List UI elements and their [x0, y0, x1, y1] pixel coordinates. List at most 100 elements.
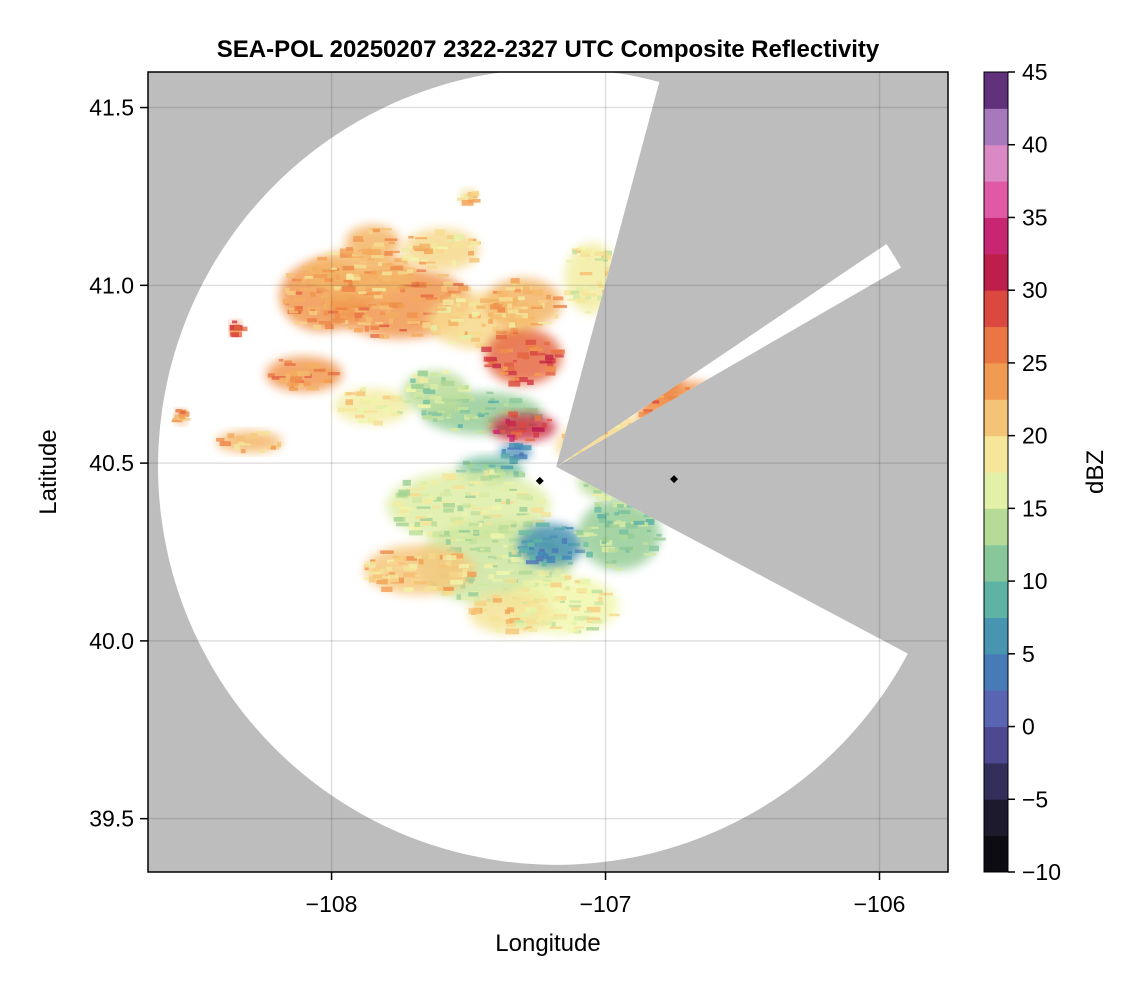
echo-speckle [565, 527, 574, 530]
echo-speckle [259, 449, 265, 453]
echo-speckle [608, 548, 618, 552]
echo-speckle [468, 244, 473, 249]
echo-speckle [417, 371, 429, 375]
echo-speckle [419, 261, 427, 265]
echo-speckle [427, 266, 437, 269]
echo-speckle [370, 334, 384, 338]
echo-speckle [278, 358, 284, 362]
echo-speckle [530, 608, 536, 615]
echo-speckle [232, 320, 238, 324]
echo-speckle [491, 564, 498, 568]
echo-speckle [402, 479, 411, 486]
echo-speckle [384, 251, 393, 256]
echo-speckle [367, 292, 381, 296]
echo-speckle [431, 521, 438, 527]
echo-speckle [293, 297, 306, 302]
echo-speckle [398, 489, 410, 496]
x-tick-label: −108 [306, 891, 358, 917]
echo-speckle [465, 495, 476, 498]
echo-speckle [312, 324, 322, 330]
echo-speckle [172, 417, 182, 422]
echo-speckle [379, 311, 385, 316]
echo-region [564, 242, 620, 314]
echo-speckle [426, 282, 433, 286]
colorbar-band [984, 253, 1008, 291]
echo-speckle [376, 405, 388, 409]
echo-speckle [398, 513, 410, 516]
echo-speckle [606, 564, 616, 568]
echo-speckle [361, 387, 366, 392]
echo-speckle [541, 561, 547, 567]
echo-region [481, 327, 565, 387]
echo-speckle [271, 376, 286, 380]
echo-speckle [330, 300, 343, 306]
echo-speckle [568, 604, 582, 608]
echo-speckle [336, 307, 349, 313]
site-marker [535, 476, 544, 485]
x-axis-title: Longitude [495, 930, 600, 957]
echo-speckle [324, 324, 334, 330]
echo-speckle [503, 366, 508, 371]
echo-speckle [346, 274, 354, 280]
echo-speckle [596, 281, 606, 286]
echo-speckle [373, 242, 384, 247]
echo-speckle [579, 272, 593, 276]
echo-speckle [458, 533, 466, 536]
echo-speckle [593, 533, 598, 536]
echo-speckle [357, 322, 371, 325]
echo-speckle [581, 248, 592, 255]
echo-speckle [571, 248, 583, 252]
echo-speckle [330, 267, 338, 270]
echo-speckle [551, 349, 565, 354]
echo-speckle [550, 582, 562, 588]
echo-speckle [461, 511, 468, 516]
echo-speckle [468, 608, 480, 614]
echo-speckle [458, 530, 470, 533]
echo-speckle [439, 534, 451, 537]
echo-speckle [423, 248, 434, 255]
echo-speckle [463, 563, 476, 566]
grid-lines [148, 72, 948, 872]
echo-speckle [419, 518, 433, 521]
echo-speckle [463, 460, 470, 465]
echo-speckle [594, 601, 604, 606]
colorbar-tick-label: 30 [1022, 277, 1048, 303]
plot-frame [147, 71, 949, 873]
echo-speckle [569, 600, 582, 604]
echo-speckle [553, 527, 566, 531]
echo-speckle [532, 427, 545, 432]
echo-speckle [401, 255, 414, 261]
echo-speckle [505, 577, 517, 584]
echo-speckle [376, 579, 387, 585]
echo-speckle [559, 600, 565, 603]
echo-speckle [457, 477, 464, 481]
echo-speckle [388, 302, 398, 308]
echo-speckle [511, 557, 524, 563]
echo-speckle [653, 537, 666, 541]
echo-speckle [521, 306, 528, 310]
echo-speckle [534, 372, 542, 376]
echo-speckle [577, 588, 588, 593]
echo-speckle [533, 539, 543, 543]
echo-speckle [603, 254, 612, 260]
echo-speckle [478, 492, 490, 498]
echo-speckle [507, 309, 519, 314]
y-tick-label: 39.5 [89, 806, 134, 832]
echo-speckle [323, 378, 333, 384]
echo-speckle [467, 239, 473, 245]
echo-speckle [442, 370, 450, 374]
colorbar-band [984, 290, 1008, 328]
echo-speckle [398, 562, 406, 565]
echo-speckle [508, 569, 514, 572]
echo-speckle [473, 531, 479, 534]
echo-speckle [284, 363, 296, 366]
echo-speckle [503, 403, 509, 407]
echo-speckle [442, 473, 456, 480]
echo-speckle [553, 314, 559, 319]
colorbar-tick-label: 10 [1022, 568, 1048, 594]
echo-speckle [325, 284, 334, 290]
echo-speckle [390, 265, 404, 271]
echo-speckle [412, 497, 422, 504]
echo-speckle [539, 360, 553, 364]
echo-speckle [508, 411, 518, 418]
